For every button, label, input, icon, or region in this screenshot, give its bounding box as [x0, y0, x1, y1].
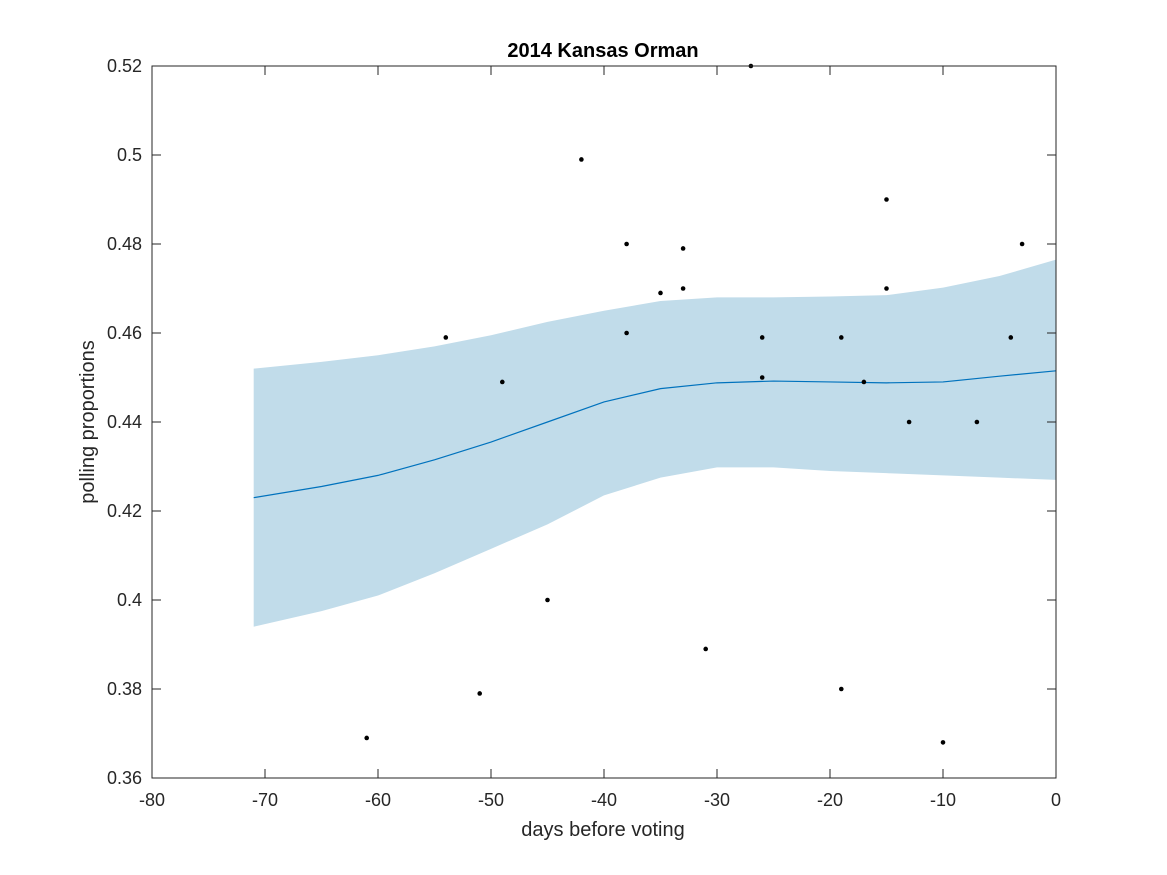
- chart-title: 2014 Kansas Orman: [507, 40, 698, 62]
- x-tick-label: -20: [817, 790, 843, 810]
- confidence-band: [253, 259, 1056, 627]
- y-tick-label: 0.38: [107, 679, 142, 699]
- data-point: [884, 197, 889, 202]
- y-tick-label: 0.4: [117, 590, 142, 610]
- x-tick-label: -30: [704, 790, 730, 810]
- data-point: [443, 335, 449, 340]
- confidence-band-layer: [253, 259, 1056, 627]
- fit-line-layer: [253, 370, 1057, 499]
- data-point: [940, 740, 946, 745]
- x-tick-label: -50: [478, 790, 504, 810]
- x-axis-label: days before voting: [521, 819, 684, 841]
- data-point: [906, 419, 912, 425]
- data-points-layer: [364, 63, 1025, 745]
- x-tick-label: -60: [365, 790, 391, 810]
- x-tick-labels: -80 -70 -60 -50 -40 -30 -20 -10 0: [139, 790, 1061, 810]
- data-point: [759, 375, 765, 380]
- data-point: [658, 290, 663, 296]
- data-point: [477, 691, 483, 696]
- y-tick-labels: 0.36 0.38 0.4 0.42 0.44 0.46 0.48 0.5 0.52: [107, 56, 142, 788]
- data-point: [839, 335, 844, 340]
- data-point: [839, 686, 844, 692]
- x-tick-label: -10: [930, 790, 956, 810]
- x-tick-label: 0: [1051, 790, 1061, 810]
- y-tick-label: 0.52: [107, 56, 142, 76]
- x-tick-label: -70: [252, 790, 278, 810]
- y-tick-label: 0.5: [117, 145, 142, 165]
- data-point: [680, 286, 686, 291]
- y-tick-label: 0.36: [107, 768, 142, 788]
- x-tick-label: -40: [591, 790, 617, 810]
- data-point: [624, 330, 629, 336]
- data-point: [703, 646, 708, 652]
- data-point: [1008, 335, 1014, 340]
- data-point: [364, 735, 370, 741]
- y-tick-label: 0.48: [107, 234, 142, 254]
- x-tick-label: -80: [139, 790, 165, 810]
- data-point: [884, 286, 889, 291]
- y-axis-label: polling proportions: [77, 340, 99, 503]
- data-point: [974, 419, 980, 425]
- data-point: [500, 379, 505, 385]
- data-point: [624, 241, 629, 247]
- data-point: [861, 379, 867, 385]
- data-point: [579, 157, 584, 162]
- fit-line: [253, 370, 1057, 499]
- data-point: [680, 246, 686, 251]
- data-point: [1019, 241, 1025, 247]
- axes: [151, 65, 1057, 779]
- y-tick-label: 0.46: [107, 323, 142, 343]
- y-tick-label: 0.44: [107, 412, 142, 432]
- y-tick-label: 0.42: [107, 501, 142, 521]
- data-point: [545, 597, 550, 603]
- data-point: [759, 335, 765, 340]
